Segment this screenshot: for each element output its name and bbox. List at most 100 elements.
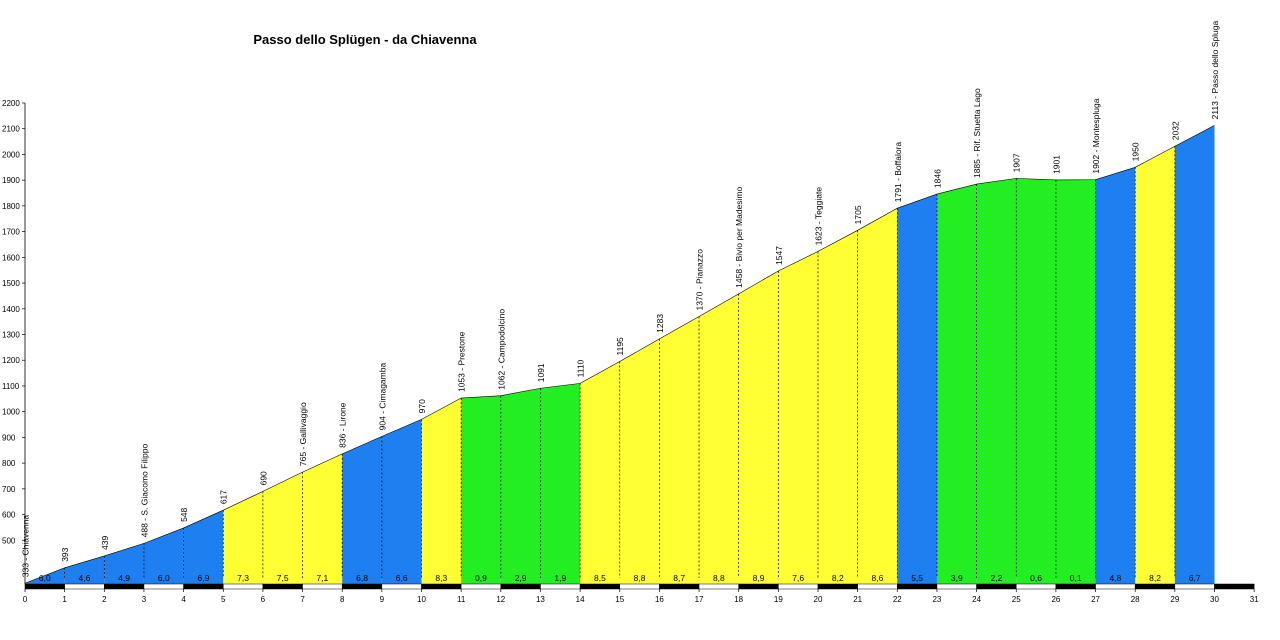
- km-band: [976, 583, 1017, 590]
- point-label-24: 1885 - Rif. Stuetta Lago: [972, 88, 982, 178]
- y-tick-label: 800: [2, 459, 16, 468]
- y-tick-label: 1000: [2, 408, 20, 417]
- y-tick-label: 2000: [2, 150, 20, 159]
- point-label-27: 1902 - Montespluga: [1091, 98, 1101, 173]
- x-tick-label: 12: [496, 595, 505, 604]
- x-tick-label: 18: [734, 595, 743, 604]
- x-tick-label: 25: [1012, 595, 1021, 604]
- x-tick-label: 17: [695, 595, 704, 604]
- km-band: [1016, 583, 1057, 590]
- grade-label-22: 8,6: [872, 573, 884, 583]
- point-label-18: 1458 - Bivio per Madesimo: [734, 186, 744, 287]
- point-label-11: 1053 - Prestone: [457, 331, 467, 392]
- x-tick-label: 22: [893, 595, 902, 604]
- km-band: [817, 583, 858, 590]
- km-band: [1134, 583, 1176, 590]
- km-band: [24, 583, 65, 590]
- x-tick-label: 10: [417, 595, 426, 604]
- y-tick-label: 1300: [2, 330, 20, 339]
- slope-segment-26: [1016, 178, 1056, 584]
- grade-label-28: 4,8: [1109, 573, 1121, 583]
- x-tick-label: 3: [142, 595, 147, 604]
- slope-segment-3: [104, 543, 144, 584]
- slope-segment-4: [143, 527, 184, 584]
- km-band: [936, 583, 977, 590]
- point-label-20: 1623 - Teggiate: [814, 187, 824, 246]
- slope-segment-20: [778, 251, 818, 584]
- slope-segment-25: [976, 178, 1017, 584]
- y-tick-label: 2100: [2, 125, 20, 134]
- x-tick-label: 1: [62, 595, 67, 604]
- point-label-15: 1195: [615, 337, 625, 356]
- x-tick-label: 15: [615, 595, 624, 604]
- slope-segment-14: [540, 383, 581, 584]
- slope-segment-21: [818, 230, 858, 584]
- point-label-1: 393: [60, 547, 70, 561]
- grade-label-12: 0,9: [475, 573, 487, 583]
- km-band: [500, 583, 541, 590]
- y-tick-label: 1500: [2, 279, 20, 288]
- grade-label-4: 6,0: [158, 573, 170, 583]
- grade-label-17: 8,7: [673, 573, 685, 583]
- point-label-25: 1907: [1012, 153, 1022, 172]
- point-label-21: 1705: [853, 205, 863, 224]
- x-tick-label: 28: [1131, 595, 1140, 604]
- grade-label-25: 2,2: [991, 573, 1003, 583]
- point-label-5: 617: [219, 490, 229, 504]
- slope-segment-8: [302, 453, 343, 584]
- y-tick-label: 900: [2, 433, 16, 442]
- x-tick-label: 6: [261, 595, 266, 604]
- slope-segment-30: [1174, 125, 1215, 584]
- y-tick-label: 1700: [2, 228, 20, 237]
- grade-label-14: 1,9: [554, 573, 566, 583]
- slope-segment-17: [659, 316, 700, 584]
- grade-label-1: 6,0: [39, 573, 51, 583]
- grade-label-8: 7,1: [316, 573, 328, 583]
- grade-label-11: 8,3: [435, 573, 447, 583]
- km-band: [381, 583, 422, 590]
- grade-label-18: 8,8: [713, 573, 725, 583]
- slope-segment-24: [936, 184, 977, 585]
- km-band: [143, 583, 184, 590]
- km-band: [183, 583, 224, 590]
- grade-label-29: 8,2: [1149, 573, 1161, 583]
- km-band: [341, 583, 383, 590]
- km-band: [64, 583, 105, 590]
- x-tick-label: 9: [380, 595, 385, 604]
- y-tick-label: 1400: [2, 305, 20, 314]
- km-band: [104, 583, 145, 590]
- grade-label-27: 0,1: [1070, 573, 1082, 583]
- y-tick-label: 500: [2, 536, 16, 545]
- profile-line: [24, 125, 1215, 584]
- x-tick-label: 21: [853, 595, 862, 604]
- point-label-8: 836 - Lirone: [338, 402, 348, 448]
- slope-segment-10: [381, 419, 422, 584]
- grade-label-6: 7,3: [237, 573, 249, 583]
- x-tick-label: 5: [221, 595, 226, 604]
- km-band: [262, 583, 303, 590]
- x-tick-label: 29: [1170, 595, 1179, 604]
- x-tick-label: 2: [102, 595, 107, 604]
- x-tick-label: 31: [1250, 595, 1259, 604]
- point-label-17: 1370 - Pianazzo: [695, 249, 705, 311]
- km-band: [302, 583, 343, 590]
- point-label-19: 1547: [774, 246, 784, 265]
- slope-segment-11: [421, 398, 462, 584]
- grade-label-24: 3,9: [951, 573, 963, 583]
- km-band: [778, 583, 819, 590]
- y-tick-label: 1900: [2, 176, 20, 185]
- point-label-12: 1062 - Campodolcino: [496, 309, 506, 390]
- point-label-16: 1283: [655, 314, 665, 333]
- km-band: [1095, 583, 1136, 590]
- y-tick-label: 1100: [2, 382, 20, 391]
- x-tick-label: 0: [23, 595, 28, 604]
- x-tick-label: 24: [972, 595, 981, 604]
- x-tick-label: 11: [457, 595, 466, 604]
- point-label-6: 690: [258, 471, 268, 485]
- km-band: [738, 583, 779, 590]
- grade-label-23: 5,5: [911, 573, 923, 583]
- x-tick-label: 14: [576, 595, 585, 604]
- point-label-28: 1950: [1131, 142, 1141, 161]
- y-tick-label: 1800: [2, 202, 20, 211]
- point-label-26: 1901: [1051, 155, 1061, 174]
